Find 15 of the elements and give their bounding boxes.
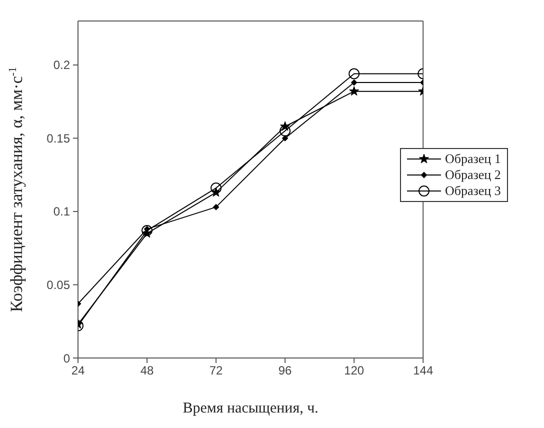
x-tick-label: 48 (140, 364, 154, 378)
y-tick-label: 0 (63, 351, 70, 366)
legend-label: Образец 1 (445, 151, 501, 167)
legend-label: Образец 3 (445, 183, 501, 199)
legend-label: Образец 2 (445, 167, 501, 183)
y-tick-label: 0.15 (46, 131, 70, 146)
y-tick-label: 0.1 (53, 204, 70, 219)
x-tick-label: 144 (413, 364, 434, 378)
x-tick-label: 120 (344, 364, 364, 378)
y-tick-label: 0.05 (46, 278, 70, 292)
x-axis-title: Время насыщения, ч. (182, 400, 318, 417)
x-tick-label: 96 (278, 364, 292, 378)
x-tick-label: 24 (71, 364, 85, 378)
y-tick-label: 0.2 (53, 58, 70, 72)
x-tick-label: 72 (209, 364, 224, 378)
